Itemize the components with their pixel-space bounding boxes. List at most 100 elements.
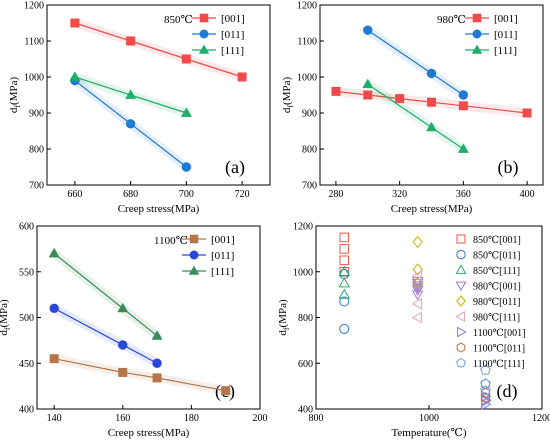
plot-frame	[319, 4, 544, 186]
x-axis-title: Creep stress(MPa)	[391, 203, 473, 215]
y-tick-label: 600	[298, 359, 313, 370]
y-axis-title-unit: (MPa)	[8, 77, 20, 105]
data-point	[522, 108, 532, 118]
legend-marker	[455, 264, 467, 274]
y-tick-label: 400	[298, 405, 313, 416]
data-point	[457, 143, 469, 153]
data-point	[338, 288, 351, 299]
data-point	[411, 311, 422, 324]
y-axis-title-unit: (MPa)	[281, 77, 293, 105]
data-point	[338, 277, 351, 288]
y-axis-title-sub: f	[286, 105, 295, 108]
y-tick-label: 800	[298, 313, 313, 324]
data-point	[331, 86, 341, 96]
data-point	[363, 90, 373, 100]
legend-marker	[471, 44, 483, 54]
legend-marker	[198, 44, 210, 54]
y-axis-title-sub: f	[13, 105, 22, 108]
legend-label: 1100℃[011]	[473, 344, 525, 355]
legend-marker	[455, 311, 465, 322]
legend-label: [111]	[494, 45, 517, 57]
data-point	[125, 89, 137, 99]
panel-label: (a)	[225, 157, 245, 178]
panel-a: 660 680 700 720 700 800 900 1000 1100 1200 Creep s…	[8, 1, 271, 215]
x-tick-label: 280	[328, 189, 343, 200]
y-tick-label: 1000	[24, 73, 44, 84]
panel-d: 800 1000 1200 400 600 800 1000 1200 Temperature(…	[277, 222, 550, 440]
y-tick-label: 700	[29, 181, 44, 192]
temperature-annotation: 980℃	[437, 14, 466, 26]
data-point	[426, 121, 437, 132]
legend-marker	[472, 29, 482, 39]
data-point	[395, 94, 405, 104]
x-tick-label: 700	[179, 189, 194, 200]
data-point	[412, 263, 423, 276]
data-point	[338, 265, 351, 276]
y-tick-label: 600	[19, 222, 34, 233]
x-tick-label: 200	[253, 413, 268, 424]
x-tick-label: 660	[67, 189, 82, 200]
y-tick-label: 1200	[24, 1, 44, 12]
y-tick-label: 550	[19, 267, 34, 278]
legend-marker	[456, 249, 466, 260]
legend-label: [001]	[221, 13, 245, 25]
y-axis-title-unit: (MPa)	[277, 299, 289, 327]
data-point	[221, 386, 231, 396]
x-axis-title: Creep stress(MPa)	[108, 427, 190, 439]
legend-marker	[457, 326, 467, 338]
temperature-annotation: 850℃	[164, 14, 193, 26]
data-point	[411, 290, 424, 301]
y-tick-label: 1100	[24, 37, 44, 48]
legend-marker	[456, 342, 466, 353]
y-tick-label: 1000	[297, 73, 317, 84]
series-011	[49, 303, 162, 368]
data-point	[151, 330, 163, 340]
y-axis-title: df(MPa)	[8, 77, 22, 114]
data-point	[411, 283, 424, 294]
legend-label: 980℃[011]	[473, 297, 520, 308]
series-2	[338, 265, 351, 299]
y-tick-label: 1200	[293, 222, 313, 233]
series-line	[367, 83, 464, 150]
data-point	[427, 97, 436, 107]
series-line	[74, 22, 243, 78]
y-axis-title-main: d	[8, 107, 20, 113]
data-point	[339, 232, 350, 243]
data-point	[339, 255, 350, 266]
x-tick-label: 720	[235, 189, 250, 200]
data-point	[126, 36, 136, 46]
x-tick-label: 140	[47, 413, 62, 424]
data-point	[118, 340, 128, 350]
y-axis-title-sub: f	[3, 327, 12, 330]
legend-label: 850℃[111]	[473, 266, 520, 277]
data-point	[180, 107, 192, 117]
data-point	[363, 25, 373, 35]
data-point	[125, 119, 136, 129]
y-axis-title: df(MPa)	[281, 77, 295, 114]
legend-label: 850℃[001]	[473, 235, 521, 246]
y-tick-label: 1000	[293, 267, 313, 278]
series-111	[48, 247, 163, 341]
data-point	[339, 323, 350, 334]
x-tick-label: 1200	[532, 413, 550, 424]
data-point	[181, 162, 192, 172]
data-point	[362, 78, 374, 89]
legend-label: [011]	[211, 250, 234, 262]
data-point	[458, 90, 469, 100]
y-axis-title: df(MPa)	[0, 299, 12, 336]
legend-label: 1100℃[111]	[473, 359, 525, 370]
data-point	[181, 54, 191, 64]
data-point	[49, 303, 59, 314]
y-tick-label: 1100	[297, 37, 317, 48]
legend-label: 980℃[001]	[473, 282, 521, 293]
data-point	[118, 367, 128, 377]
y-tick-label: 450	[19, 359, 34, 370]
legend-marker	[189, 234, 199, 244]
legend-marker	[455, 281, 467, 292]
series-001	[331, 86, 532, 118]
x-tick-label: 320	[392, 189, 407, 200]
legend-marker	[456, 295, 466, 307]
legend-marker	[189, 250, 199, 260]
series-8	[480, 364, 491, 396]
